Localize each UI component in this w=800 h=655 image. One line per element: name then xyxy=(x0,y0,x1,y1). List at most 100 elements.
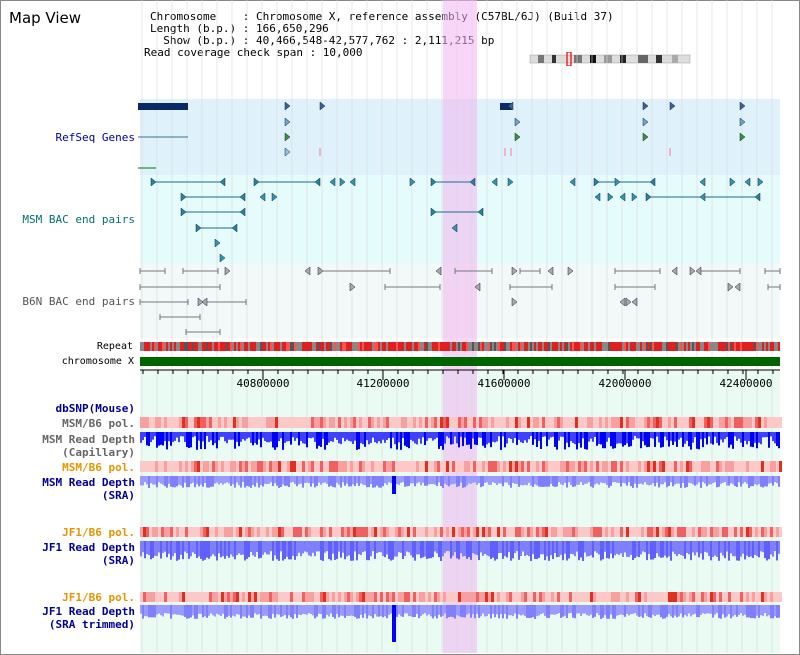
msm-depth-cap-label[interactable]: MSM Read Depth (Capillary) xyxy=(10,433,135,459)
read-depth-bar xyxy=(750,476,752,487)
read-depth-bar xyxy=(640,476,642,484)
read-depth-bar xyxy=(194,541,196,554)
read-depth-bar xyxy=(676,476,678,484)
repeat-segment xyxy=(236,342,238,351)
read-depth-bar xyxy=(684,541,686,559)
read-depth-bar xyxy=(478,432,480,438)
polymorphism-cell xyxy=(680,592,683,602)
read-depth-bar xyxy=(568,605,570,614)
msm-b6-pol-label[interactable]: MSM/B6 pol. xyxy=(62,417,135,430)
msm-b6-pol2-label[interactable]: MSM/B6 pol. xyxy=(62,461,135,474)
polymorphism-cell xyxy=(719,461,722,472)
gene-marker xyxy=(607,192,614,202)
polymorphism-cell xyxy=(662,461,665,472)
polymorphism-cell xyxy=(770,417,773,428)
axis-tick-label: 42400000 xyxy=(720,377,773,390)
repeat-segment xyxy=(266,342,268,351)
jf1-depth-trim-label[interactable]: JF1 Read Depth (SRA trimmed) xyxy=(10,605,135,631)
read-depth-bar xyxy=(538,541,540,558)
read-depth-bar xyxy=(580,476,582,483)
read-depth-bar xyxy=(670,541,672,561)
read-depth-bar xyxy=(416,605,418,614)
repeat-segment xyxy=(380,342,382,351)
b6n-bac-track-label[interactable]: B6N BAC end pairs xyxy=(22,295,135,308)
read-depth-bar xyxy=(638,605,640,617)
polymorphism-cell xyxy=(392,527,395,537)
read-depth-bar xyxy=(662,541,664,558)
polymorphism-cell xyxy=(281,527,284,537)
read-depth-bar xyxy=(152,541,154,558)
read-depth-bar xyxy=(726,432,728,438)
read-depth-bar xyxy=(418,432,420,439)
jf1-b6-pol2-label[interactable]: JF1/B6 pol. xyxy=(62,591,135,604)
polymorphism-cell xyxy=(530,461,533,472)
read-depth-bar xyxy=(590,605,592,615)
read-depth-bar xyxy=(304,605,306,615)
polymorphism-cell xyxy=(308,592,311,602)
repeat-segment xyxy=(170,342,172,351)
read-depth-bar xyxy=(170,605,172,619)
polymorphism-cell xyxy=(623,417,626,428)
read-depth-bar xyxy=(260,432,262,448)
polymorphism-cell xyxy=(695,527,698,537)
read-depth-bar xyxy=(686,541,688,553)
polymorphism-cell xyxy=(476,461,479,472)
polymorphism-cell xyxy=(620,527,623,537)
jf1-depth-sra-label[interactable]: JF1 Read Depth (SRA) xyxy=(10,541,135,567)
polymorphism-cell xyxy=(617,527,620,537)
read-depth-bar xyxy=(528,476,530,483)
page-title: Map View xyxy=(9,9,82,27)
read-depth-bar xyxy=(526,432,528,443)
read-depth-bar xyxy=(302,432,304,444)
polymorphism-cell xyxy=(248,527,251,537)
read-depth-bar xyxy=(544,476,546,487)
repeat-segment xyxy=(496,342,498,351)
polymorphism-cell xyxy=(254,527,257,537)
repeat-segment xyxy=(370,342,372,351)
read-depth-bar xyxy=(698,432,700,450)
read-depth-bar xyxy=(164,432,166,442)
polymorphism-cell xyxy=(362,461,365,472)
repeat-segment xyxy=(490,342,492,351)
read-depth-bar xyxy=(324,476,326,483)
repeat-segment xyxy=(544,342,546,351)
jf1-b6-pol-label[interactable]: JF1/B6 pol. xyxy=(62,526,135,539)
polymorphism-cell xyxy=(629,461,632,472)
polymorphism-cell xyxy=(356,461,359,472)
read-depth-bar xyxy=(724,432,726,439)
gene-marker xyxy=(150,177,157,187)
msm-bac-track-label[interactable]: MSM BAC end pairs xyxy=(22,213,135,226)
read-depth-bar xyxy=(238,605,240,615)
read-depth-bar xyxy=(208,605,210,616)
polymorphism-cell xyxy=(731,461,734,472)
read-depth-bar xyxy=(428,605,430,615)
read-depth-bar xyxy=(194,605,196,619)
read-depth-bar xyxy=(258,605,260,615)
polymorphism-cell xyxy=(539,527,542,537)
polymorphism-cell xyxy=(278,527,281,537)
read-depth-bar xyxy=(592,432,594,442)
polymorphism-cell xyxy=(302,461,305,472)
read-depth-bar xyxy=(444,432,446,444)
polymorphism-cell xyxy=(644,461,647,472)
snp-track-label[interactable]: dbSNP(Mouse) xyxy=(55,402,135,415)
read-depth-bar xyxy=(656,432,658,437)
repeat-segment xyxy=(548,342,550,351)
polymorphism-cell xyxy=(719,527,722,537)
polymorphism-cell xyxy=(380,592,383,602)
polymorphism-cell xyxy=(545,417,548,428)
msm-depth-sra-label[interactable]: MSM Read Depth (SRA) xyxy=(10,476,135,502)
repeat-segment xyxy=(402,342,404,351)
chromosome-ideogram[interactable] xyxy=(528,52,698,66)
polymorphism-cell xyxy=(434,527,437,537)
read-depth-bar xyxy=(424,432,426,446)
read-depth-bar xyxy=(474,541,476,555)
polymorphism-cell xyxy=(683,417,686,428)
read-depth-bar xyxy=(744,476,746,483)
polymorphism-cell xyxy=(596,527,599,537)
repeat-segment xyxy=(244,342,246,351)
refseq-track-label[interactable]: RefSeq Genes xyxy=(55,131,135,144)
repeat-segment xyxy=(506,342,508,351)
polymorphism-cell xyxy=(542,592,545,602)
